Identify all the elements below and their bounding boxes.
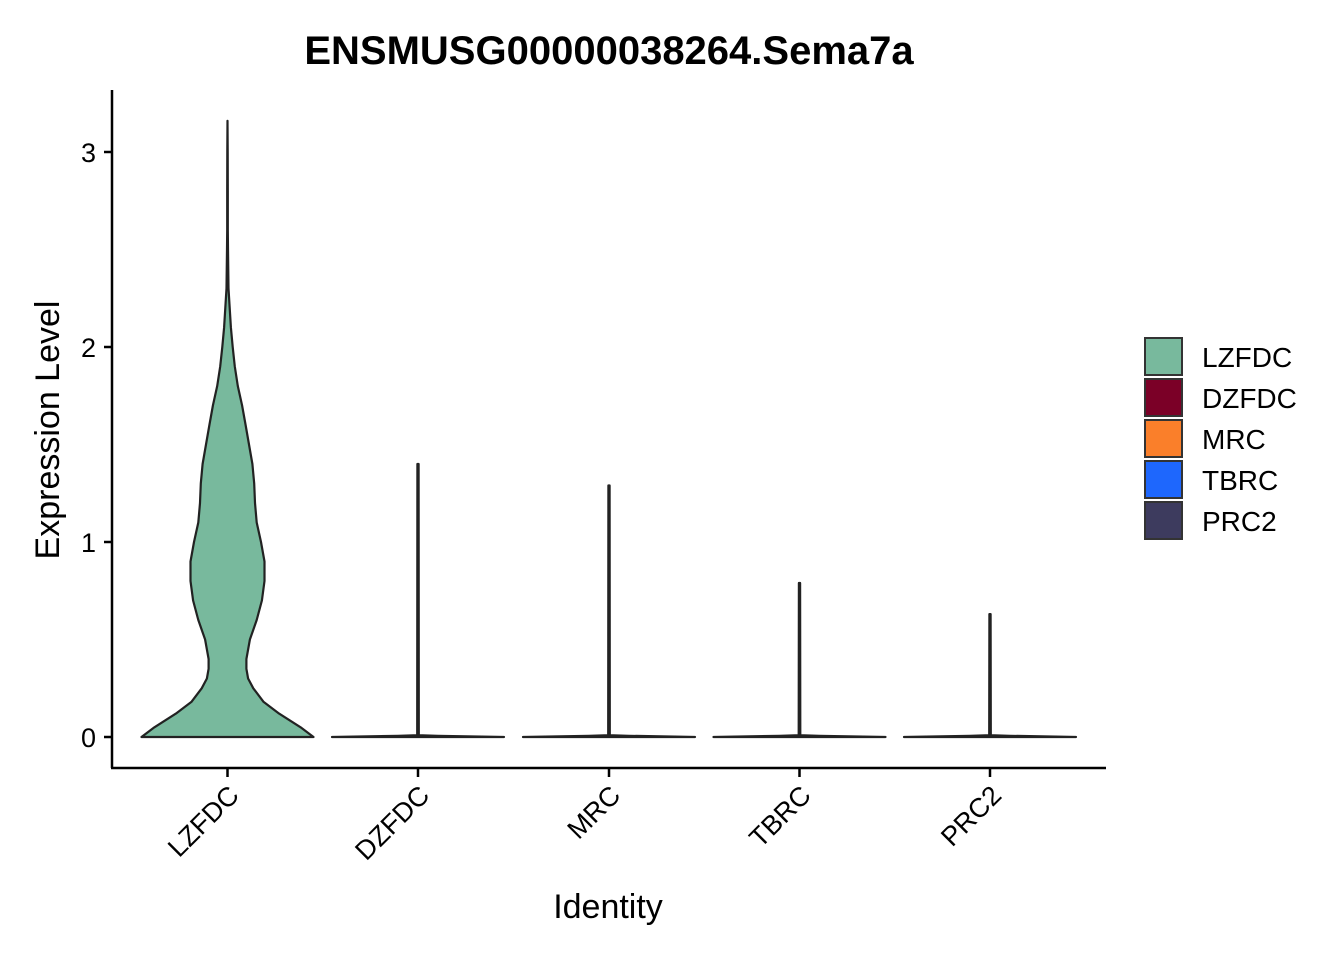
x-axis-ticks: LZFDC DZFDC MRC TBRC PRC2	[162, 768, 1007, 866]
x-axis-title: Identity	[553, 888, 663, 926]
legend: LZFDC DZFDC MRC TBRC PRC2	[1144, 337, 1297, 540]
legend-label: DZFDC	[1202, 383, 1297, 414]
legend-label: PRC2	[1202, 506, 1277, 537]
violin-tbrc	[712, 581, 887, 739]
x-tick-label: DZFDC	[349, 780, 435, 866]
legend-swatch	[1144, 501, 1183, 540]
legend-swatch	[1144, 460, 1183, 499]
y-axis-title: Expression Level	[29, 301, 67, 560]
y-tick-label: 1	[81, 528, 96, 558]
violin-mrc	[521, 484, 697, 739]
x-tick-label: MRC	[562, 780, 627, 845]
violin-layer	[140, 119, 1078, 739]
chart-title: ENSMUSG00000038264.Sema7a	[304, 29, 914, 73]
x-tick-label: PRC2	[935, 780, 1007, 852]
legend-label: MRC	[1202, 424, 1266, 455]
violin-lzfdc	[140, 119, 315, 739]
legend-swatch	[1144, 378, 1183, 417]
y-tick-label: 2	[81, 333, 96, 363]
y-axis-ticks: 0 1 2 3	[81, 138, 112, 753]
violin-prc2	[902, 613, 1078, 739]
y-tick-label: 3	[81, 138, 96, 168]
y-tick-label: 0	[81, 723, 96, 753]
legend-label: TBRC	[1202, 465, 1278, 496]
legend-swatch	[1144, 337, 1183, 376]
legend-label: LZFDC	[1202, 342, 1292, 373]
x-tick-label: TBRC	[744, 780, 817, 853]
violin-dzfdc	[330, 462, 506, 739]
legend-swatch	[1144, 419, 1183, 458]
x-tick-label: LZFDC	[162, 780, 245, 863]
